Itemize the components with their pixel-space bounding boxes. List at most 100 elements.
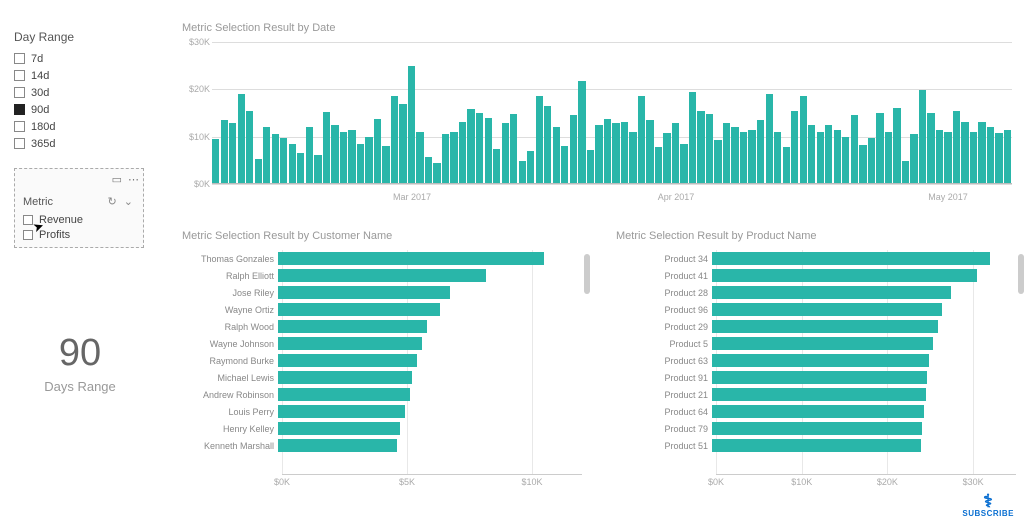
column-bar[interactable] [238, 94, 245, 184]
column-bar[interactable] [459, 122, 466, 184]
column-bar[interactable] [467, 109, 474, 184]
column-bar[interactable] [595, 125, 602, 184]
column-bar[interactable] [800, 96, 807, 184]
hbar-row[interactable]: Product 5 [616, 335, 1016, 352]
column-bar[interactable] [297, 153, 304, 184]
column-bar[interactable] [697, 111, 704, 184]
column-bar[interactable] [416, 132, 423, 184]
column-bar[interactable] [953, 111, 960, 184]
day-range-option[interactable]: 7d [14, 50, 154, 67]
column-bar[interactable] [706, 114, 713, 184]
chevron-down-icon[interactable]: ⌄ [124, 196, 135, 208]
column-bar[interactable] [893, 108, 900, 184]
subscribe-badge[interactable]: ⚕ SUBSCRIBE [962, 493, 1014, 518]
column-bar[interactable] [885, 132, 892, 184]
column-bar[interactable] [331, 125, 338, 184]
column-bar[interactable] [476, 113, 483, 184]
column-bar[interactable] [936, 130, 943, 184]
hbar-row[interactable]: Wayne Ortiz [182, 301, 582, 318]
column-bar[interactable] [612, 123, 619, 184]
column-bar[interactable] [672, 123, 679, 184]
column-bar[interactable] [221, 120, 228, 184]
column-bar[interactable] [510, 114, 517, 184]
hbar-row[interactable]: Product 41 [616, 267, 1016, 284]
column-bar[interactable] [655, 147, 662, 184]
column-bar[interactable] [791, 111, 798, 184]
column-bar[interactable] [970, 132, 977, 184]
column-bar[interactable] [314, 155, 321, 184]
hbar-row[interactable]: Michael Lewis [182, 369, 582, 386]
column-bar[interactable] [995, 133, 1002, 184]
column-bar[interactable] [689, 92, 696, 184]
column-bar[interactable] [680, 144, 687, 184]
hbar-row[interactable]: Product 63 [616, 352, 1016, 369]
column-bar[interactable] [919, 90, 926, 184]
column-bar[interactable] [502, 123, 509, 184]
column-bar[interactable] [723, 123, 730, 184]
column-bar[interactable] [357, 144, 364, 184]
column-bar[interactable] [646, 120, 653, 184]
column-bar[interactable] [450, 132, 457, 184]
focus-mode-icon[interactable]: ▭ [112, 173, 122, 186]
more-options-icon[interactable]: ⋯ [128, 173, 139, 186]
hbar-row[interactable]: Product 34 [616, 250, 1016, 267]
column-bar[interactable] [553, 127, 560, 184]
column-bar[interactable] [927, 113, 934, 184]
metric-option[interactable]: Revenue [23, 212, 135, 227]
column-bar[interactable] [731, 127, 738, 184]
clear-icon[interactable]: ↻ [108, 196, 119, 208]
column-bar[interactable] [408, 66, 415, 184]
column-bar[interactable] [859, 145, 866, 184]
column-bar[interactable] [229, 123, 236, 184]
column-bar[interactable] [663, 133, 670, 184]
hbar-row[interactable]: Product 29 [616, 318, 1016, 335]
column-bar[interactable] [578, 81, 585, 184]
column-bar[interactable] [280, 138, 287, 184]
column-bar[interactable] [391, 96, 398, 184]
column-bar[interactable] [255, 159, 262, 184]
column-bar[interactable] [757, 120, 764, 184]
column-bar[interactable] [493, 149, 500, 185]
column-bar[interactable] [902, 161, 909, 184]
hbar-row[interactable]: Ralph Wood [182, 318, 582, 335]
column-bar[interactable] [987, 127, 994, 184]
column-bar[interactable] [570, 115, 577, 184]
column-bar[interactable] [851, 115, 858, 184]
column-bar[interactable] [246, 111, 253, 184]
day-range-option[interactable]: 180d [14, 118, 154, 135]
hbar-row[interactable]: Product 64 [616, 403, 1016, 420]
column-bar[interactable] [272, 134, 279, 184]
column-bar[interactable] [306, 127, 313, 184]
column-bar[interactable] [527, 151, 534, 184]
hbar-row[interactable]: Thomas Gonzales [182, 250, 582, 267]
column-bar[interactable] [365, 137, 372, 184]
hbar-row[interactable]: Wayne Johnson [182, 335, 582, 352]
column-bar[interactable] [817, 132, 824, 184]
column-bar[interactable] [944, 132, 951, 184]
column-bar[interactable] [382, 146, 389, 184]
column-bar[interactable] [340, 132, 347, 184]
hbar-row[interactable]: Product 91 [616, 369, 1016, 386]
column-bar[interactable] [399, 104, 406, 184]
column-bar[interactable] [910, 134, 917, 184]
column-bar[interactable] [783, 147, 790, 184]
hbar-row[interactable]: Kenneth Marshall [182, 437, 582, 454]
hbar-row[interactable]: Product 21 [616, 386, 1016, 403]
column-bar[interactable] [629, 132, 636, 184]
column-bar[interactable] [978, 122, 985, 184]
column-bar[interactable] [433, 163, 440, 184]
hbar-row[interactable]: Ralph Elliott [182, 267, 582, 284]
column-bar[interactable] [740, 132, 747, 184]
column-bar[interactable] [825, 125, 832, 184]
day-range-option[interactable]: 14d [14, 67, 154, 84]
column-bar[interactable] [561, 146, 568, 184]
column-bar[interactable] [774, 132, 781, 184]
hbar-row[interactable]: Product 96 [616, 301, 1016, 318]
scrollbar[interactable] [584, 254, 590, 294]
column-bar[interactable] [536, 96, 543, 184]
column-bar[interactable] [604, 119, 611, 184]
column-bar[interactable] [748, 130, 755, 184]
hbar-row[interactable]: Product 28 [616, 284, 1016, 301]
column-bar[interactable] [212, 139, 219, 184]
metric-option[interactable]: Profits [23, 227, 135, 242]
